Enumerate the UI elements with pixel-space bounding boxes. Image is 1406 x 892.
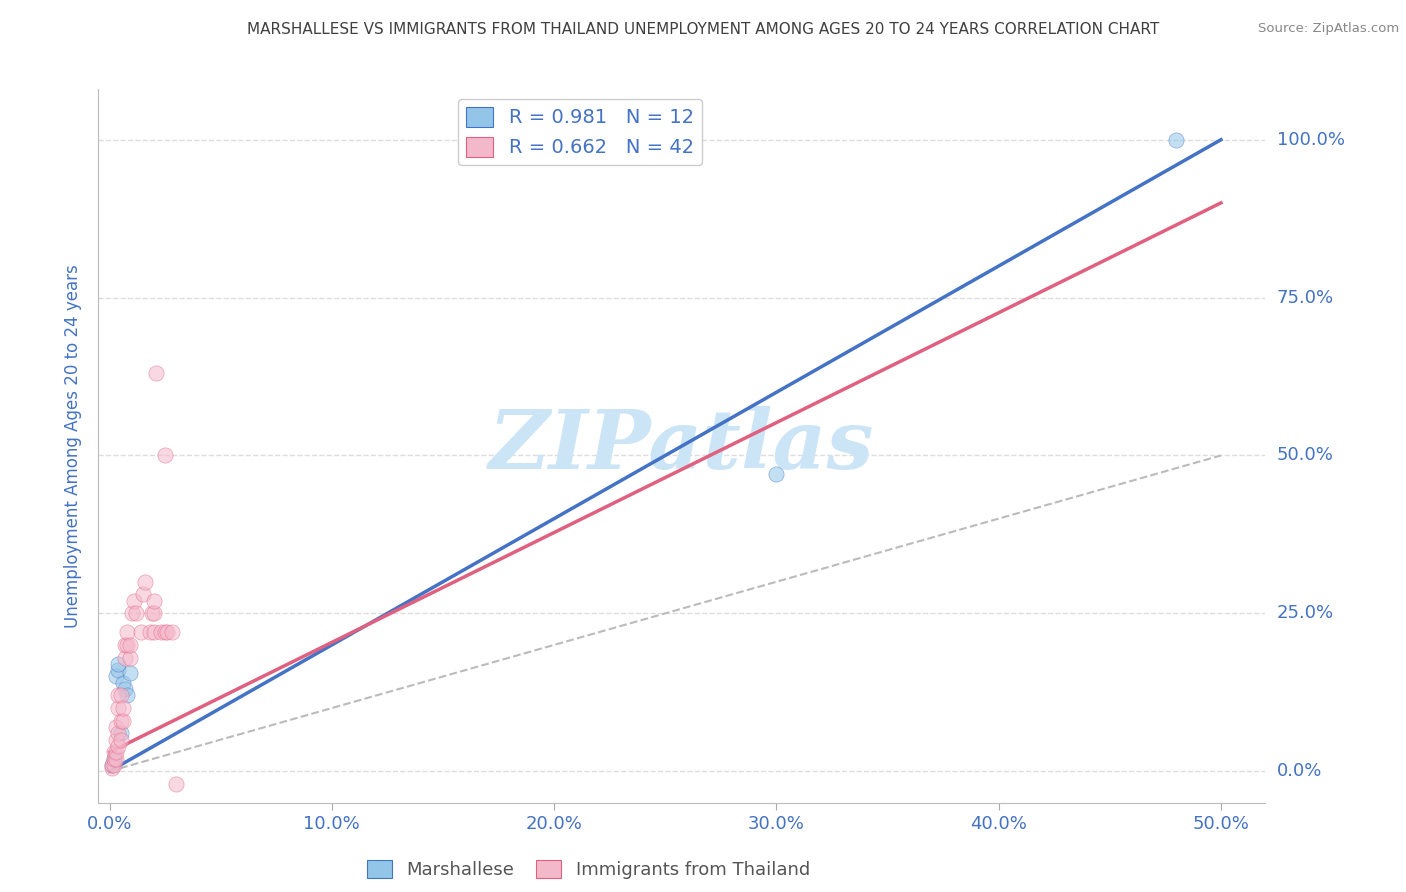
Point (103, 758, 125, 772)
Point (100, 761, 122, 775)
Text: MARSHALLESE VS IMMIGRANTS FROM THAILAND UNEMPLOYMENT AMONG AGES 20 TO 24 YEARS C: MARSHALLESE VS IMMIGRANTS FROM THAILAND … (247, 22, 1159, 37)
Point (107, 739, 129, 753)
Point (145, 367, 167, 381)
Point (121, 607, 143, 621)
Point (117, 625, 139, 640)
Point (156, 625, 179, 640)
Point (110, 689, 132, 703)
Point (114, 682, 136, 697)
Point (111, 701, 134, 715)
Point (143, 593, 166, 607)
Point (107, 701, 129, 715)
Point (118, 650, 141, 665)
Point (100, 758, 122, 772)
Point (105, 720, 128, 734)
Point (111, 675, 134, 690)
Point (103, 745, 125, 759)
Point (143, 625, 166, 640)
Text: Source: ZipAtlas.com: Source: ZipAtlas.com (1258, 22, 1399, 36)
Point (110, 714, 132, 728)
Text: 0.0%: 0.0% (1277, 763, 1322, 780)
Point (143, 607, 166, 621)
Point (165, 777, 187, 791)
Point (118, 638, 141, 652)
Point (122, 593, 145, 607)
Point (107, 657, 129, 671)
Point (110, 732, 132, 747)
Point (117, 689, 139, 703)
Point (105, 751, 128, 765)
Point (149, 625, 172, 640)
Point (160, 625, 183, 640)
Point (100, 758, 122, 772)
Point (107, 689, 129, 703)
Legend: Marshallese, Immigrants from Thailand: Marshallese, Immigrants from Thailand (360, 853, 817, 887)
Text: 75.0%: 75.0% (1277, 289, 1334, 307)
Point (107, 663, 129, 677)
Point (117, 638, 139, 652)
Point (118, 666, 141, 681)
Point (153, 449, 176, 463)
Point (111, 714, 134, 728)
Point (125, 607, 148, 621)
Point (103, 751, 125, 765)
Text: 100.0%: 100.0% (1277, 131, 1344, 149)
Point (114, 638, 136, 652)
Y-axis label: Unemployment Among Ages 20 to 24 years: Unemployment Among Ages 20 to 24 years (65, 264, 83, 628)
Point (138, 625, 160, 640)
Point (105, 732, 128, 747)
Point (105, 745, 128, 759)
Point (105, 669, 128, 683)
Point (129, 625, 152, 640)
Point (765, 467, 787, 482)
Point (110, 726, 132, 740)
Point (134, 574, 156, 589)
Text: 25.0%: 25.0% (1277, 605, 1334, 623)
Text: ZIPatlas: ZIPatlas (489, 406, 875, 486)
Point (141, 607, 163, 621)
Point (1166, 133, 1188, 147)
Point (103, 751, 125, 765)
Point (132, 587, 155, 601)
Point (153, 625, 176, 640)
Text: 50.0%: 50.0% (1277, 447, 1333, 465)
Point (107, 726, 129, 740)
Point (114, 650, 136, 665)
